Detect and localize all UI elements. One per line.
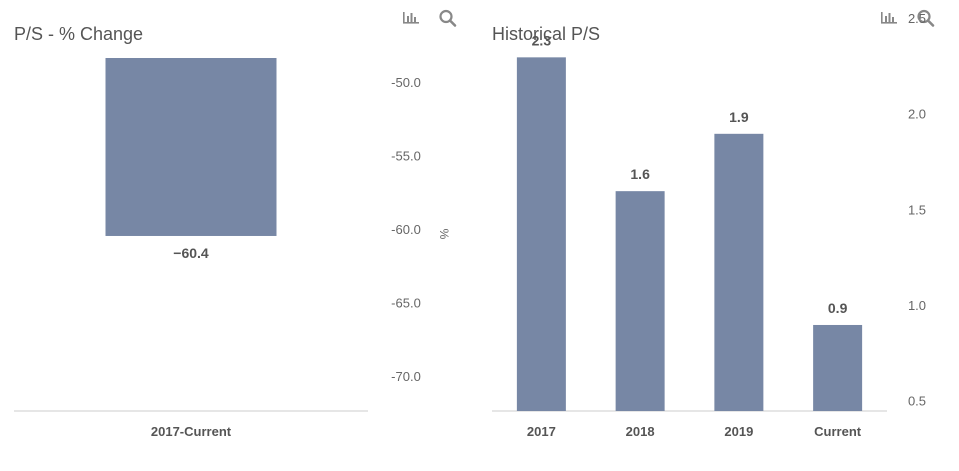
bar [105, 58, 277, 236]
y-tick-label: 2.5 [908, 11, 926, 26]
y-tick-label: 1.0 [908, 298, 926, 313]
x-tick-label: 2017-Current [151, 424, 232, 439]
y-tick-label: 0.5 [908, 393, 926, 408]
search-icon[interactable] [437, 8, 459, 28]
bar [714, 133, 764, 411]
chart-title: P/S - % Change [14, 24, 144, 44]
y-tick-label: -60.0 [391, 222, 421, 237]
bar-chart-ps-change: -50.0 -55.0 -60.0 -65.0 -70.0% −60.4 2017-Curr… [14, 58, 451, 439]
y-tick-label: 1.5 [908, 202, 926, 217]
x-tick-label: 2018 [626, 424, 655, 439]
x-tick-label: 2017 [527, 424, 556, 439]
y-tick-label: -70.0 [391, 369, 421, 384]
bar [516, 57, 566, 411]
chart-title: Historical P/S [492, 24, 601, 44]
bar-chart-historical-ps: 2.5 2.0 1.5 1.0 0.5 2.3 2017 1.6 2018 1.9 2019 0.9 C… [492, 11, 926, 439]
chart-panel-historical-ps: Historical P/S 2.5 2.0 1.5 1.0 0.5 2.3 2017 1.6… [478, 0, 959, 471]
x-tick-label: 2019 [724, 424, 753, 439]
y-tick-label: -65.0 [391, 296, 421, 311]
data-label: 1.9 [729, 109, 749, 125]
y-tick-label: 2.0 [908, 107, 926, 122]
data-label: 0.9 [828, 300, 848, 316]
data-label: −60.4 [173, 245, 209, 261]
bar [615, 191, 665, 411]
bar-chart-icon[interactable] [878, 8, 900, 28]
data-label: 2.3 [532, 32, 552, 48]
data-label: 1.6 [630, 166, 650, 182]
bar [813, 324, 863, 411]
y-axis-label: % [437, 229, 451, 240]
y-tick-label: -55.0 [391, 149, 421, 164]
search-icon[interactable] [915, 8, 937, 28]
chart-panel-ps-change: P/S - % Change -50.0 -55.0 -60.0 -65.0 -70.0… [0, 0, 470, 471]
y-tick-label: -50.0 [391, 75, 421, 90]
bar-chart-icon[interactable] [400, 8, 422, 28]
x-tick-label: Current [814, 424, 862, 439]
